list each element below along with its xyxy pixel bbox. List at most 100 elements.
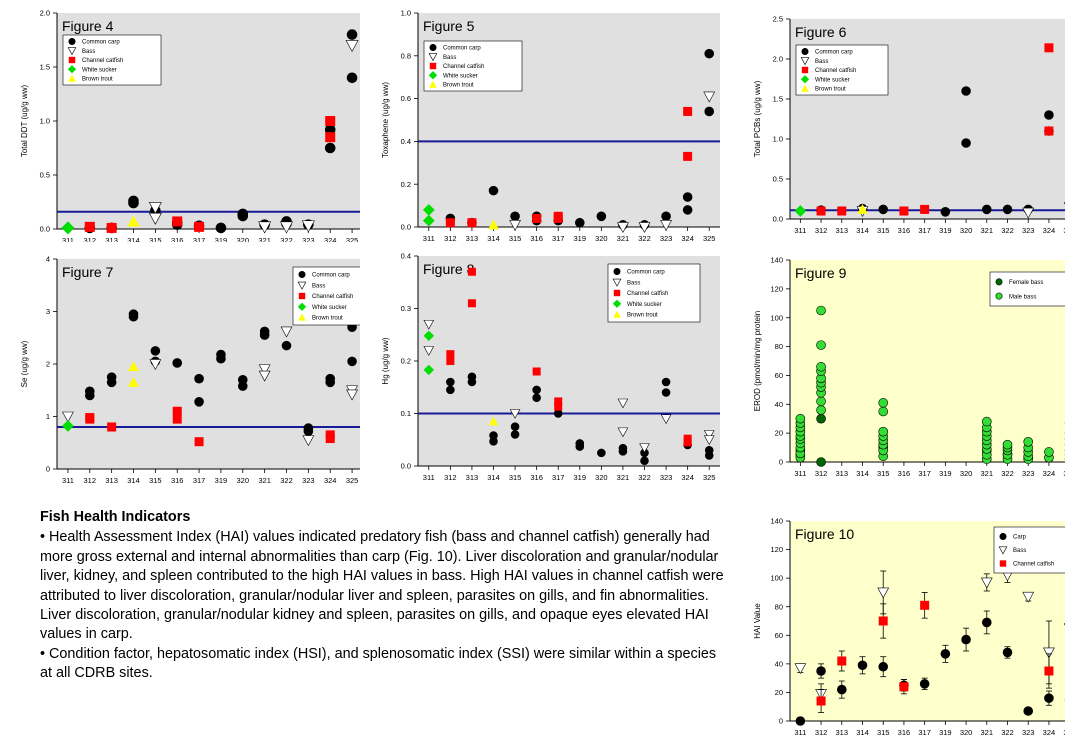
x-tick-label: 323 bbox=[302, 236, 315, 242]
x-tick-label: 319 bbox=[939, 226, 952, 235]
figure-title: Figure 10 bbox=[795, 526, 854, 542]
data-point bbox=[899, 682, 909, 692]
data-point bbox=[816, 396, 826, 407]
figure-5-chart: 0.0 0.2 0.4 0.6 0.8 1.0 311 312 313 314 315 316 317 3… bbox=[381, 9, 720, 242]
data-points bbox=[61, 29, 359, 235]
data-point bbox=[836, 684, 847, 695]
data-point bbox=[172, 406, 182, 416]
data-point bbox=[446, 385, 455, 395]
y-tick-label: 120 bbox=[770, 284, 783, 293]
data-point bbox=[488, 219, 499, 230]
y-axis-label: Toxaphene (ug/g ww) bbox=[381, 82, 390, 158]
figure-10-chart: 0 20 40 60 80 100 120 140 311 312 313 314 315 316 317 3… bbox=[753, 517, 1065, 737]
figure-7-chart: 0 1 2 3 4 311 312 313 314 315 316 317 319 320 321 322 32… bbox=[20, 255, 360, 485]
x-tick-label: 321 bbox=[617, 234, 630, 242]
x-tick-label: 315 bbox=[149, 236, 162, 242]
legend-label: Channel catfish bbox=[627, 291, 668, 297]
legend-label: Brown trout bbox=[443, 83, 474, 89]
x-tick-label: 323 bbox=[660, 234, 673, 242]
data-point bbox=[347, 356, 357, 367]
y-tick-label: 0.4 bbox=[401, 137, 411, 146]
x-tick-label: 324 bbox=[681, 234, 694, 242]
x-tick-label: 316 bbox=[171, 236, 184, 242]
data-point bbox=[194, 437, 204, 447]
x-tick-label: 315 bbox=[509, 234, 522, 242]
figure-8-chart: 0.0 0.1 0.2 0.3 0.4 311 312 313 314 315 316 317 319 3… bbox=[381, 252, 720, 482]
y-axis-label: HAI Value bbox=[753, 603, 762, 639]
fish-health-text: Fish Health Indicators • Health Assessme… bbox=[40, 508, 730, 684]
x-tick-label: 319 bbox=[574, 473, 587, 482]
data-point bbox=[281, 340, 292, 351]
data-point bbox=[62, 420, 74, 432]
data-point bbox=[660, 414, 672, 425]
data-point bbox=[961, 138, 971, 148]
x-tick-label: 311 bbox=[423, 473, 435, 482]
data-point bbox=[446, 350, 455, 359]
legend-label: Common carp bbox=[312, 273, 350, 279]
x-tick-label: 322 bbox=[638, 473, 651, 482]
x-tick-label: 314 bbox=[127, 476, 140, 485]
x-tick-label: 316 bbox=[171, 476, 184, 485]
y-tick-label: 0 bbox=[779, 458, 783, 467]
y-tick-label: 0.2 bbox=[401, 180, 411, 189]
x-tick-label: 324 bbox=[1043, 469, 1056, 478]
y-tick-label: 1.5 bbox=[773, 95, 783, 104]
data-point bbox=[488, 416, 499, 426]
legend-box bbox=[62, 34, 162, 86]
data-point bbox=[661, 388, 671, 397]
legend-label: Male bass bbox=[1009, 294, 1036, 300]
y-tick-label: 2.0 bbox=[40, 9, 50, 18]
data-point bbox=[194, 373, 204, 384]
y-tick-label: 0 bbox=[779, 717, 783, 726]
x-tick-label: 316 bbox=[898, 469, 911, 478]
legend: Common carp Bass Channel catfish White suck… bbox=[795, 44, 889, 96]
legend-marker bbox=[297, 302, 307, 311]
x-tick-label: 325 bbox=[1063, 728, 1065, 737]
data-point bbox=[877, 587, 890, 599]
data-point bbox=[704, 48, 715, 59]
data-point bbox=[919, 679, 930, 689]
data-point bbox=[597, 448, 606, 458]
y-tick-label: 2.5 bbox=[773, 15, 783, 24]
x-tick-label: 311 bbox=[794, 469, 806, 478]
legend-label: Bass bbox=[82, 49, 95, 55]
data-point bbox=[857, 660, 868, 671]
legend-marker bbox=[429, 80, 437, 88]
data-point bbox=[816, 666, 826, 676]
figure-title: Figure 5 bbox=[423, 18, 475, 34]
legend-label: Bass bbox=[312, 283, 325, 289]
data-point bbox=[128, 361, 139, 372]
data-point bbox=[128, 197, 139, 209]
data-points bbox=[423, 267, 715, 466]
data-point bbox=[638, 222, 651, 234]
x-tick-label: 315 bbox=[877, 469, 890, 478]
data-point bbox=[532, 393, 541, 403]
data-point bbox=[345, 40, 359, 53]
legend-label: Female bass bbox=[1009, 280, 1043, 286]
data-point bbox=[194, 397, 204, 407]
figure-9-chart: 0 20 40 60 80 100 120 140 311 312 313 314 315 316 317 3… bbox=[753, 256, 1065, 478]
data-point bbox=[280, 326, 293, 338]
data-point bbox=[106, 222, 117, 233]
legend-label: White sucker bbox=[815, 77, 850, 83]
data-point bbox=[639, 443, 650, 454]
legend-label: Brown trout bbox=[312, 316, 343, 322]
x-tick-label: 320 bbox=[960, 469, 973, 478]
y-tick-label: 120 bbox=[770, 545, 783, 554]
x-tick-label: 316 bbox=[898, 728, 911, 737]
data-point bbox=[1023, 437, 1034, 447]
y-tick-label: 0.3 bbox=[401, 304, 411, 313]
legend-label: Brown trout bbox=[627, 313, 658, 319]
figure-6-chart: 0.0 0.5 1.0 1.5 2.0 2.5 311 312 313 314 315 316 317 3… bbox=[753, 15, 1065, 235]
y-tick-label: 80 bbox=[775, 342, 783, 351]
y-tick-label: 40 bbox=[775, 659, 783, 668]
legend-label: White sucker bbox=[82, 67, 117, 73]
data-point bbox=[216, 353, 226, 364]
data-point bbox=[303, 426, 314, 436]
legend-marker bbox=[999, 560, 1007, 567]
data-point bbox=[467, 267, 476, 276]
x-tick-label: 320 bbox=[595, 234, 608, 242]
data-point bbox=[532, 213, 542, 223]
data-point bbox=[1044, 126, 1054, 136]
y-tick-label: 2 bbox=[46, 360, 50, 369]
